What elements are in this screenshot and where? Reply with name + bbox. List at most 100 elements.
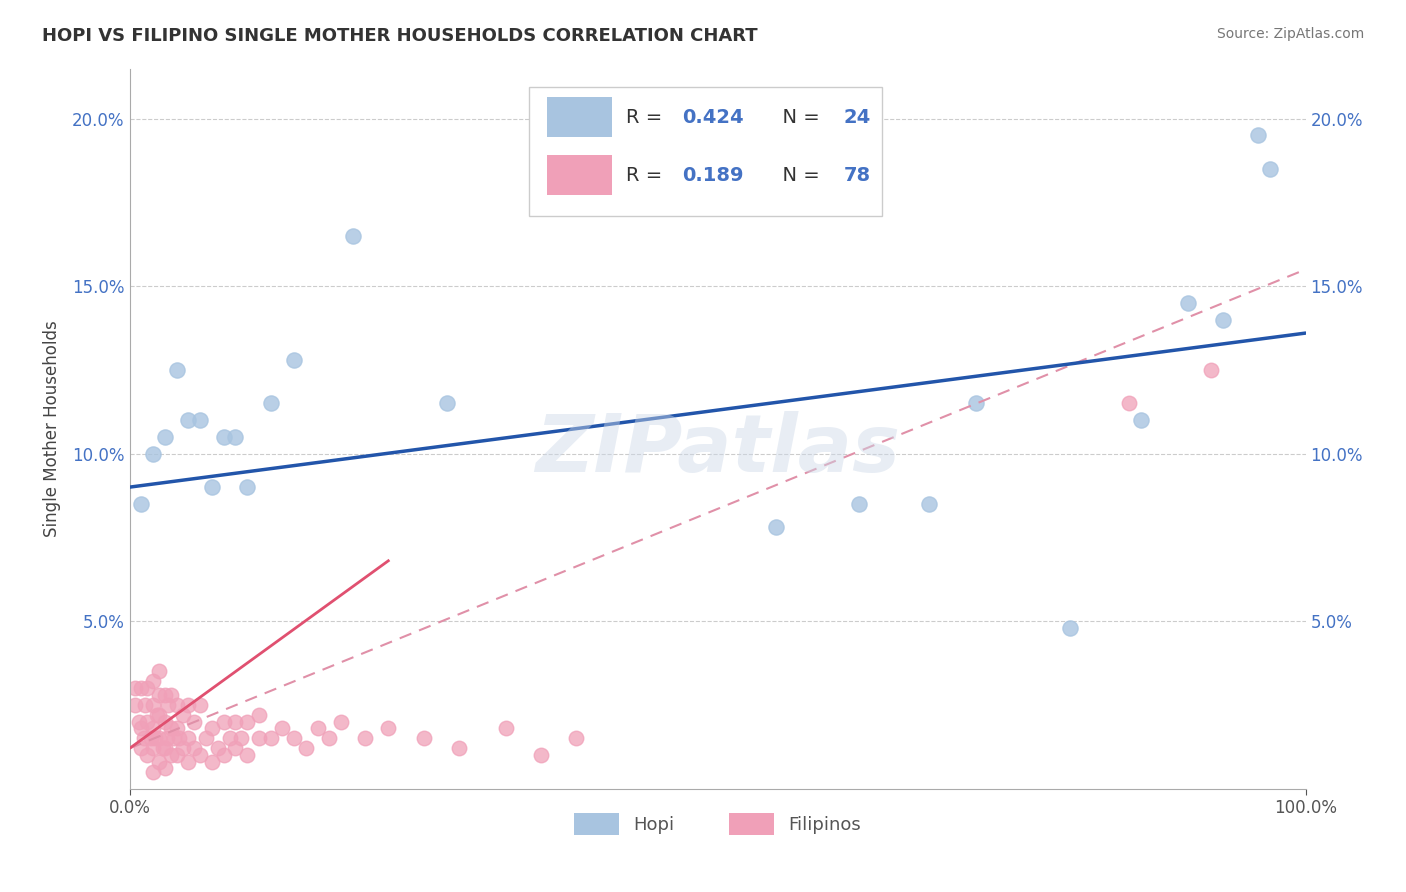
- Point: [188, 698, 211, 712]
- Point: [1118, 396, 1140, 410]
- Point: [195, 731, 218, 746]
- Text: 24: 24: [844, 108, 870, 127]
- Point: [224, 430, 246, 444]
- Bar: [547, 155, 612, 194]
- Point: [965, 396, 987, 410]
- Point: [236, 480, 259, 494]
- Point: [307, 721, 329, 735]
- Point: [142, 447, 165, 461]
- Point: [136, 681, 159, 695]
- Point: [201, 755, 224, 769]
- FancyBboxPatch shape: [530, 87, 882, 216]
- Point: [212, 747, 235, 762]
- Point: [177, 698, 200, 712]
- Point: [183, 714, 205, 729]
- Point: [177, 755, 200, 769]
- Point: [166, 698, 188, 712]
- Point: [283, 731, 305, 746]
- Point: [166, 721, 188, 735]
- Point: [167, 731, 190, 746]
- Point: [236, 714, 259, 729]
- Point: [918, 497, 941, 511]
- Point: [353, 731, 375, 746]
- Point: [260, 731, 283, 746]
- Point: [148, 707, 170, 722]
- Point: [318, 731, 340, 746]
- Point: [295, 741, 318, 756]
- Legend: Hopi, Filipinos: Hopi, Filipinos: [565, 805, 870, 845]
- Point: [172, 707, 194, 722]
- Point: [212, 430, 235, 444]
- Text: 0.189: 0.189: [682, 166, 744, 185]
- Point: [342, 229, 364, 244]
- Point: [1247, 128, 1270, 143]
- Point: [142, 741, 165, 756]
- Point: [136, 747, 159, 762]
- Text: Source: ZipAtlas.com: Source: ZipAtlas.com: [1216, 27, 1364, 41]
- Point: [201, 480, 224, 494]
- Point: [1177, 296, 1199, 310]
- Point: [447, 741, 470, 756]
- Point: [152, 741, 174, 756]
- Point: [159, 747, 181, 762]
- Point: [142, 721, 165, 735]
- Point: [153, 688, 176, 702]
- Point: [172, 741, 194, 756]
- Point: [145, 731, 167, 746]
- Point: [1201, 363, 1223, 377]
- Point: [153, 761, 176, 775]
- Point: [159, 721, 181, 735]
- Point: [436, 396, 458, 410]
- Point: [212, 714, 235, 729]
- Point: [177, 731, 200, 746]
- Point: [142, 764, 165, 779]
- Point: [1129, 413, 1152, 427]
- Point: [224, 741, 246, 756]
- Point: [145, 707, 167, 722]
- Point: [136, 714, 159, 729]
- Text: ZIPatlas: ZIPatlas: [536, 411, 900, 489]
- Point: [157, 698, 180, 712]
- Point: [260, 396, 283, 410]
- Text: HOPI VS FILIPINO SINGLE MOTHER HOUSEHOLDS CORRELATION CHART: HOPI VS FILIPINO SINGLE MOTHER HOUSEHOLD…: [42, 27, 758, 45]
- Point: [188, 413, 211, 427]
- Text: R =: R =: [626, 108, 668, 127]
- Point: [188, 747, 211, 762]
- Point: [131, 721, 153, 735]
- Point: [224, 714, 246, 729]
- Point: [530, 747, 553, 762]
- Text: 0.424: 0.424: [682, 108, 744, 127]
- Bar: [547, 97, 612, 136]
- Point: [377, 721, 399, 735]
- Point: [231, 731, 253, 746]
- Point: [183, 741, 205, 756]
- Point: [148, 665, 170, 679]
- Point: [153, 741, 176, 756]
- Point: [565, 731, 588, 746]
- Point: [218, 731, 240, 746]
- Text: N =: N =: [770, 166, 827, 185]
- Point: [177, 413, 200, 427]
- Point: [166, 747, 188, 762]
- Point: [124, 681, 146, 695]
- Point: [330, 714, 353, 729]
- Point: [128, 714, 150, 729]
- Point: [131, 681, 153, 695]
- Point: [163, 731, 186, 746]
- Point: [765, 520, 787, 534]
- Point: [148, 731, 170, 746]
- Point: [131, 741, 153, 756]
- Point: [247, 731, 270, 746]
- Point: [412, 731, 434, 746]
- Point: [156, 731, 179, 746]
- Point: [1212, 312, 1234, 326]
- Y-axis label: Single Mother Households: Single Mother Households: [44, 320, 60, 537]
- Point: [495, 721, 517, 735]
- Point: [124, 698, 146, 712]
- Point: [142, 674, 165, 689]
- Point: [247, 707, 270, 722]
- Point: [1258, 161, 1281, 176]
- Point: [134, 698, 156, 712]
- Point: [148, 688, 170, 702]
- Text: N =: N =: [770, 108, 827, 127]
